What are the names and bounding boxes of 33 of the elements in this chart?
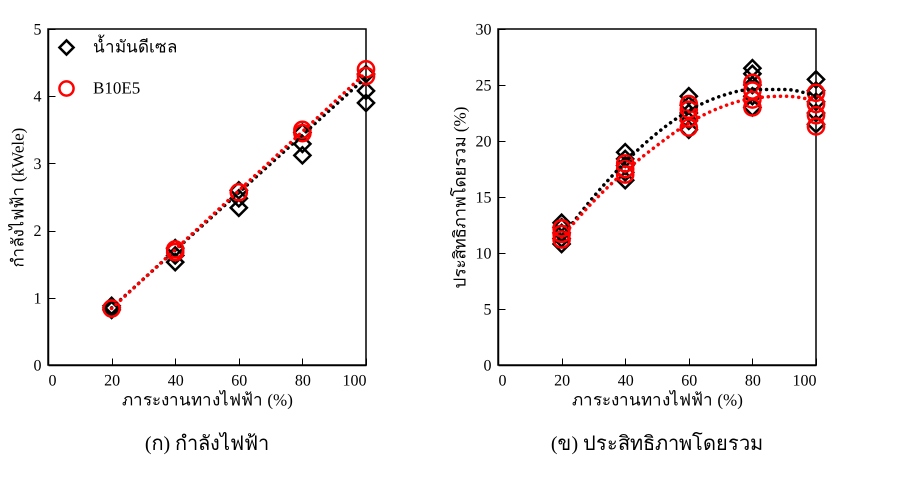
y-tick-label: 10 — [476, 246, 492, 262]
y-tick-label: 15 — [476, 190, 492, 206]
x-tick-label: 40 — [168, 372, 184, 390]
text: (ก) กำลังไฟฟ้า — [144, 432, 270, 455]
y-tick-label: 30 — [476, 22, 492, 38]
y-axis-title: กำลังไฟฟ้า (kWele) — [8, 128, 28, 268]
x-axis-title: ภาระงานทางไฟฟ้า (%) — [572, 390, 743, 410]
x-tick-label: 100 — [792, 372, 816, 390]
x-tick-label: 0 — [498, 372, 506, 390]
y-tick-label: 20 — [476, 134, 492, 150]
x-tick-label: 80 — [744, 372, 761, 390]
x-tick-label: 60 — [681, 372, 698, 390]
x-tick-label: 80 — [294, 372, 311, 390]
y-tick-label: 25 — [476, 78, 492, 94]
y-tick-label: 2 — [34, 223, 42, 240]
x-tick-label: 60 — [231, 372, 248, 390]
y-tick-label: 5 — [34, 22, 42, 38]
legend-label: B10E5 — [93, 78, 140, 98]
y-tick-label: 0 — [484, 358, 492, 374]
text: (ข) ประสิทธิภาพโดยรวม — [550, 432, 764, 455]
x-tick-label: 40 — [618, 372, 634, 390]
y-tick-label: 4 — [34, 88, 42, 106]
y-tick-label: 0 — [34, 358, 42, 374]
y-tick-label: 5 — [484, 302, 492, 318]
x-tick-label: 20 — [104, 372, 120, 390]
y-axis-title: ประสิทธิภาพโดยรวม (%) — [450, 106, 470, 288]
y-tick-label: 3 — [34, 156, 42, 173]
legend-label: น้ำมันดีเซล — [93, 34, 177, 56]
x-axis-title: ภาระงานทางไฟฟ้า (%) — [122, 390, 293, 410]
y-tick-label: 1 — [34, 290, 42, 308]
x-tick-label: 20 — [554, 372, 570, 390]
x-tick-label: 100 — [342, 372, 366, 390]
x-tick-label: 0 — [48, 372, 56, 390]
